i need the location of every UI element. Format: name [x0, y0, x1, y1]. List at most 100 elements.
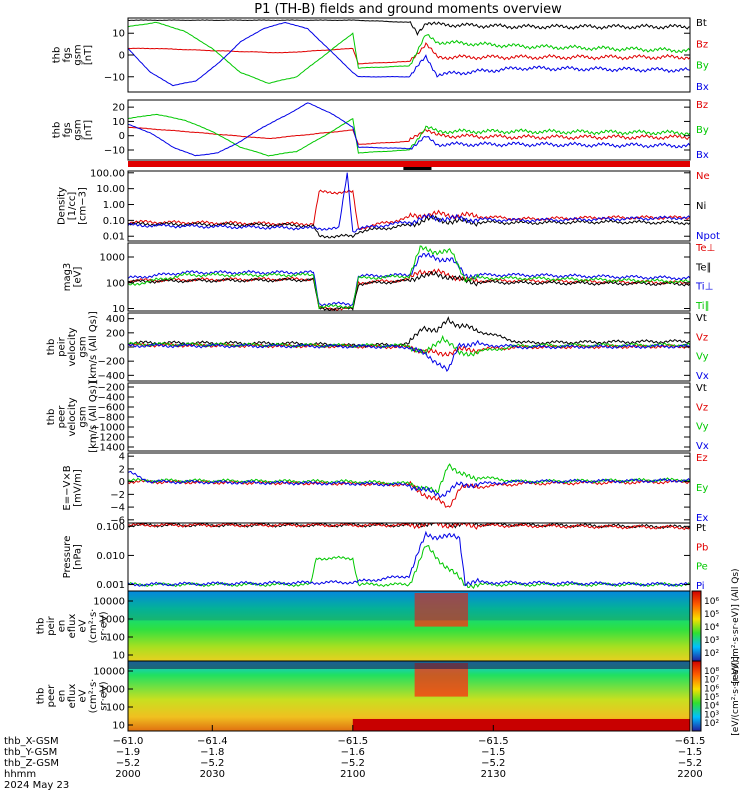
- colorbar-tick-label: 10⁴: [704, 702, 719, 712]
- colorbar-tick-label: 10³: [704, 636, 719, 646]
- colorbar-tick-label: 10²: [704, 649, 719, 659]
- ytick-label: 0: [119, 51, 125, 62]
- ylabel-line: thb: [46, 339, 57, 356]
- ytick-label: −1000: [91, 423, 125, 434]
- series-line-Bx: [128, 21, 690, 87]
- ylabel-line: fgs: [62, 122, 73, 137]
- colorbar-label-text: [eV/(cm²·s·sr·eV)]: [731, 656, 741, 735]
- legend-Ex: Ex: [696, 513, 708, 524]
- ytick-label: 0: [119, 343, 125, 354]
- colorbar-tick-label: 10²: [704, 719, 719, 729]
- mode-bar-red: [128, 161, 690, 167]
- panel-1: thb fgs gsm [nT] 10 0 −10 Bt Bz By Bx: [51, 17, 709, 93]
- series-group: [128, 19, 690, 87]
- ytick-label: −2: [110, 490, 125, 501]
- ylabel-line: (cm²·s·: [88, 679, 99, 714]
- ylabel-line: mag3: [62, 263, 73, 292]
- series-line-Vy: [128, 334, 690, 357]
- colorbar-tick-label: 10⁴: [704, 623, 719, 633]
- time-row-tick: 2030: [200, 769, 225, 780]
- colorbar-tick-label: 10⁸: [704, 667, 719, 677]
- heatmap-hot-region: [414, 593, 469, 627]
- ylabel-line: velocity: [67, 327, 78, 366]
- ytick-label: 0.01: [103, 232, 125, 243]
- panel-10: thb peer en eflux eV (cm²·s· sr·eV)10000100010…: [36, 656, 742, 735]
- series-group: [128, 102, 690, 157]
- colorbar-tick-label: 10⁶: [704, 597, 719, 607]
- panel-9: thb peir en eflux eV (cm²·s· sr·eV)10000100010…: [36, 568, 742, 683]
- ytick-label: 10: [112, 117, 125, 128]
- legend-Ez: Ez: [696, 453, 708, 464]
- series-line-Te∥: [128, 270, 690, 311]
- time-row-tick: −5.2: [200, 758, 224, 769]
- ytick-label: 10: [112, 29, 125, 40]
- series-line-By: [128, 21, 690, 84]
- ytick-label: −10: [104, 72, 125, 83]
- ytick-label: −6: [110, 515, 125, 526]
- time-row-tick: 2200: [677, 769, 702, 780]
- time-row-tick: −5.2: [481, 758, 505, 769]
- ylabel-line: sr·eV): [99, 611, 110, 640]
- ylabel-line: [eV]: [72, 267, 83, 288]
- heatmap-low-energy-band: [352, 719, 690, 731]
- time-row-tick: −5.2: [341, 758, 365, 769]
- ytick-label: 10: [112, 304, 125, 315]
- panel-ylabel: thb fgs gsm [nT]: [51, 119, 94, 140]
- panel-frame: [127, 170, 691, 242]
- ylabel-line: eflux: [67, 614, 78, 639]
- panel-frame: [127, 99, 691, 161]
- panel-ylabel: thb fgs gsm [nT]: [51, 44, 94, 65]
- ylabel-line: fgs: [62, 47, 73, 62]
- ytick-label: −4: [110, 503, 125, 514]
- legend-Bz: Bz: [696, 39, 708, 50]
- time-axis-labels: thb_X-GSM −61.0 −61.4 −61.5 −61.5 −61.5 thb_Y-…: [4, 725, 705, 791]
- ytick-label: 0: [119, 477, 125, 488]
- ytick-label: 400: [106, 314, 125, 325]
- time-row-label: thb_Y-GSM: [4, 747, 57, 758]
- legend-Pe: Pe: [696, 562, 708, 573]
- ytick-label: −1200: [91, 433, 125, 444]
- panel-ylabel: E=−V×B [mV/m]: [62, 465, 84, 510]
- colorbar: [691, 660, 702, 732]
- date-label: 2024 May 23: [4, 780, 69, 791]
- figure-title: P1 (TH-B) fields and ground moments over…: [254, 2, 562, 17]
- panel-6: thb peer velocity gsm [km/s (All Qs)]−200−40…: [46, 381, 709, 453]
- ylabel-line: peer: [57, 405, 68, 429]
- time-row-tick: −61.0: [113, 736, 144, 747]
- ytick-label: 200: [106, 328, 125, 339]
- ylabel-line: sr·eV): [99, 681, 110, 710]
- series-line-Bx: [128, 102, 690, 157]
- series-line-Bz: [128, 126, 690, 145]
- panel-2: thb fgs gsm [nT] 20 10 0 −10 Bz By Bx: [51, 99, 709, 161]
- time-row-tick: 2130: [481, 769, 506, 780]
- legend-Vx: Vx: [696, 371, 709, 382]
- colorbar-tick-label: 10⁶: [704, 684, 719, 694]
- ytick-label: −800: [98, 413, 125, 424]
- legend-Ti⊥: Ti⊥: [695, 282, 713, 293]
- ylabel-line: gsm: [78, 406, 89, 427]
- legend-Vz: Vz: [696, 332, 708, 343]
- ylabel-line: peer: [46, 684, 57, 708]
- series-line-Bt: [128, 19, 690, 37]
- panel-frame: [127, 242, 691, 312]
- ytick-label: 10000: [93, 597, 125, 608]
- ytick-label: 10.00: [96, 184, 125, 195]
- time-row-label: thb_Z-GSM: [4, 758, 59, 769]
- panel-5: thb peir velocity gsm [km/s (All Qs)] 400 200 0…: [46, 311, 709, 383]
- panel-frame: [127, 452, 691, 524]
- time-row-tick: −1.5: [678, 747, 702, 758]
- ylabel-line: thb: [36, 688, 47, 705]
- ytick-label: 100: [106, 633, 125, 644]
- legend-Bz: Bz: [696, 100, 708, 111]
- panel-3: Density [1/cc] [cm−3]100.00 10.00 1.00 0.10 0.…: [57, 168, 720, 242]
- ylabel-line: thb: [36, 618, 47, 635]
- series-line-Bz: [128, 42, 690, 65]
- legend-Bx: Bx: [696, 150, 709, 161]
- panel-ylabel: thb peer en eflux eV (cm²·s· sr·eV): [36, 679, 110, 714]
- legend-Vy: Vy: [696, 352, 709, 363]
- ylabel-line: en: [57, 620, 68, 633]
- time-row-tick: −61.5: [478, 736, 509, 747]
- series-group: [128, 463, 690, 508]
- ylabel-line: thb: [46, 409, 57, 426]
- panel-frame: [127, 382, 691, 452]
